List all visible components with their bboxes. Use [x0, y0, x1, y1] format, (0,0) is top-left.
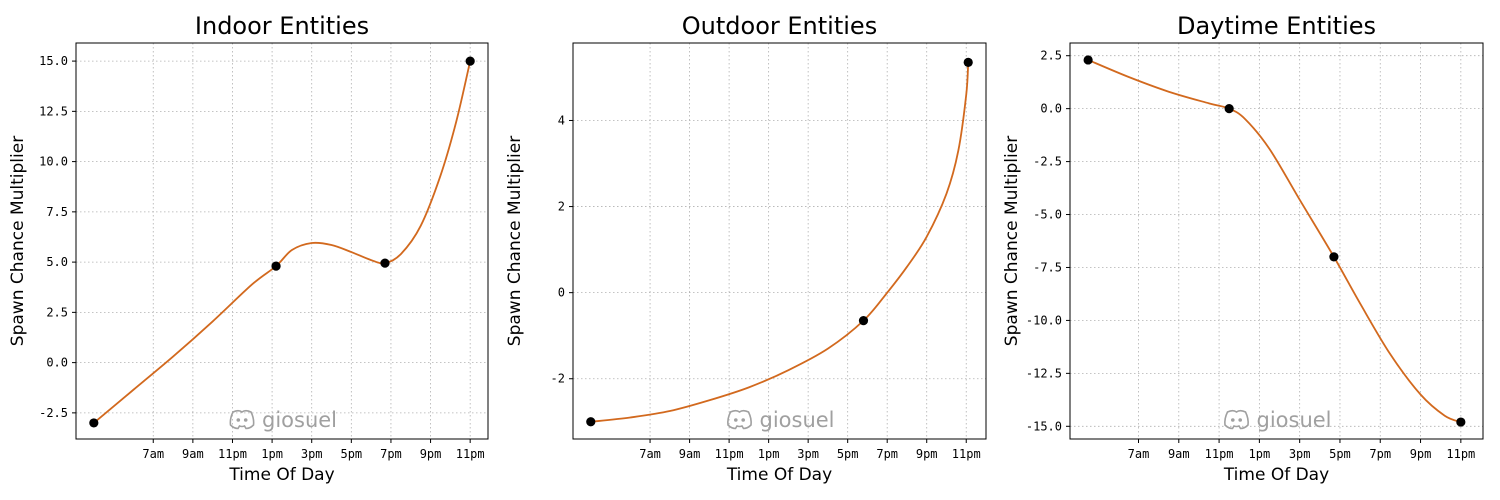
y-tick-label: -7.5 [1033, 260, 1062, 274]
y-tick-label: -5.0 [1033, 208, 1062, 222]
y-tick-label: -10.0 [1026, 313, 1062, 327]
plot-frame [572, 42, 987, 440]
x-tick-label: 9am [1168, 447, 1190, 461]
x-tick-label: 3pm [301, 447, 323, 461]
y-tick-label: 10.0 [39, 155, 68, 169]
data-point [963, 57, 973, 67]
x-tick-label: 7am [1128, 447, 1150, 461]
data-point [1083, 55, 1093, 65]
x-axis-label: Time Of Day [726, 465, 832, 485]
data-point [465, 56, 475, 66]
y-tick-label: -2.5 [39, 406, 68, 420]
series-line [1087, 59, 1462, 423]
x-tick-label: 11pm [952, 447, 981, 461]
y-tick-label: 0.0 [46, 356, 68, 370]
x-tick-label: 11pm [1205, 447, 1234, 461]
watermark: giosuel [727, 408, 835, 432]
x-tick-label: 11pm [715, 447, 744, 461]
x-tick-label: 1pm [1249, 447, 1271, 461]
y-tick-label: 7.5 [46, 205, 68, 219]
y-tick-label: 4 [558, 113, 565, 127]
x-axis-label: Time Of Day [228, 465, 334, 485]
discord-icon-eye [1238, 418, 1242, 422]
data-point [1224, 104, 1234, 114]
x-tick-label: 9am [679, 447, 701, 461]
data-point [1329, 252, 1339, 262]
y-tick-label: 0 [558, 286, 565, 300]
x-tick-label: 11pm [1446, 447, 1475, 461]
x-tick-label: 7pm [1369, 447, 1391, 461]
x-tick-label: 11pm [218, 447, 247, 461]
discord-icon-eye [734, 418, 738, 422]
series-line [93, 60, 472, 424]
x-tick-label: 7am [142, 447, 164, 461]
chart-title: Indoor Entities [195, 12, 369, 40]
discord-icon-eye [741, 418, 745, 422]
watermark: giosuel [1224, 408, 1332, 432]
watermark-text: giosuel [262, 408, 337, 432]
watermark: giosuel [229, 408, 337, 432]
discord-icon [727, 409, 752, 430]
data-point [586, 417, 596, 427]
y-axis-label: Spawn Chance Multiplier [505, 136, 525, 346]
x-tick-label: 9pm [420, 447, 442, 461]
x-tick-label: 3pm [1289, 447, 1311, 461]
data-point [271, 261, 281, 271]
y-axis-label: Spawn Chance Multiplier [8, 136, 28, 346]
x-tick-label: 9pm [916, 447, 938, 461]
data-point [1456, 417, 1466, 427]
x-tick-label: 7am [639, 447, 661, 461]
x-tick-label: 3pm [797, 447, 819, 461]
x-tick-label: 5pm [837, 447, 859, 461]
plot-frame [75, 42, 489, 440]
x-tick-label: 5pm [340, 447, 362, 461]
series-line [590, 62, 970, 423]
watermark-text: giosuel [760, 408, 835, 432]
discord-icon-eye [236, 418, 241, 422]
discord-icon-eye [243, 418, 248, 422]
chart-title: Outdoor Entities [682, 12, 877, 40]
data-point [858, 316, 869, 326]
y-tick-label: 15.0 [39, 54, 68, 68]
y-tick-label: 2.5 [1040, 49, 1062, 63]
discord-icon-eye [1231, 418, 1235, 422]
y-tick-label: -12.5 [1026, 366, 1062, 380]
x-tick-label: 9am [182, 447, 204, 461]
x-tick-label: 5pm [1329, 447, 1351, 461]
y-tick-label: -15.0 [1026, 419, 1062, 433]
y-tick-label: 12.5 [39, 104, 68, 118]
x-axis-label: Time Of Day [1223, 465, 1329, 485]
discord-icon-outline [1224, 409, 1249, 430]
x-tick-label: 1pm [261, 447, 283, 461]
y-tick-label: 2 [558, 200, 565, 214]
discord-icon-outline [727, 409, 752, 430]
y-tick-label: 2.5 [46, 305, 68, 319]
chart-panel-3: 7am 9am 11pm 1pm 3pm 5pm 7pm 9pm 11pm 2.5 0.0 -2.5 -… [1002, 12, 1484, 485]
chart-panel-1: 7am 9am 11pm 1pm 3pm 5pm 7pm 9pm 11pm -2.5 0.0 2.5 5… [8, 12, 489, 485]
y-tick-label: 0.0 [1040, 102, 1062, 116]
chart-panel-2: 7am 9am 11pm 1pm 3pm 5pm 7pm 9pm 11pm -2 0 2 4 giosue… [505, 12, 987, 485]
watermark-text: giosuel [1257, 408, 1332, 432]
y-tick-label: -2.5 [1033, 155, 1062, 169]
x-tick-label: 11pm [456, 447, 485, 461]
x-tick-label: 7pm [380, 447, 402, 461]
data-point [380, 258, 390, 268]
x-tick-label: 7pm [876, 447, 898, 461]
discord-icon-outline [229, 409, 255, 430]
discord-icon [229, 409, 255, 430]
discord-icon [1224, 409, 1249, 430]
data-point [89, 418, 99, 428]
plot-frame [1069, 42, 1484, 440]
y-axis-label: Spawn Chance Multiplier [1002, 136, 1022, 346]
x-tick-label: 1pm [758, 447, 780, 461]
y-tick-label: 5.0 [46, 255, 68, 269]
y-tick-label: -2 [551, 372, 565, 386]
chart-title: Daytime Entities [1177, 12, 1376, 40]
x-tick-label: 9pm [1410, 447, 1432, 461]
